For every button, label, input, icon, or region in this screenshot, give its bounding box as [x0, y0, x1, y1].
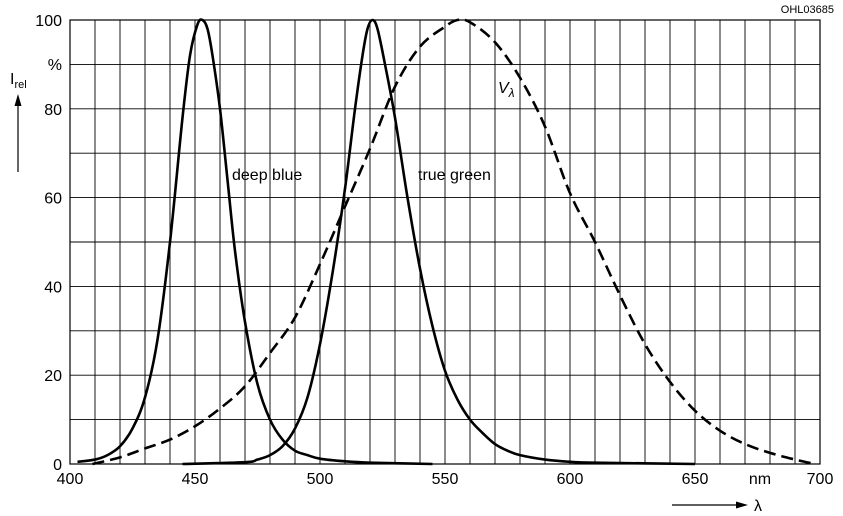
series-layer — [77, 18, 816, 466]
x-tick-label: 650 — [682, 471, 709, 488]
x-axis-arrow — [672, 501, 748, 509]
series-line-v-lambda — [92, 18, 816, 466]
x-axis-unit: nm — [749, 471, 771, 488]
y-tick-label: 60 — [44, 191, 62, 208]
y-axis-label: Irel — [10, 71, 27, 91]
grid — [69, 19, 821, 465]
document-code: OHL03685 — [781, 4, 834, 16]
series-line-deep-blue — [77, 18, 433, 466]
series-label-deep-blue: deep blue — [232, 167, 302, 184]
y-axis-unit: % — [48, 57, 62, 74]
x-tick-label: 450 — [182, 471, 209, 488]
y-tick-label: 80 — [44, 102, 62, 119]
x-axis-label: λ — [754, 498, 762, 515]
x-tick-label: 600 — [557, 471, 584, 488]
series-label-v-lambda: Vλ — [498, 80, 515, 100]
y-tick-label: 100 — [35, 13, 62, 30]
plot-frame — [69, 19, 821, 465]
series-label-true-green: true green — [418, 167, 491, 184]
x-tick-label: 500 — [307, 471, 334, 488]
y-tick-label: 0 — [53, 457, 62, 474]
tick-labels: 400 450 500 550 600 650 700 0 20 40 60 80 100 — [35, 13, 833, 488]
axes — [69, 19, 821, 465]
y-tick-label: 20 — [44, 368, 62, 385]
x-tick-label: 400 — [57, 471, 84, 488]
series-line-true-green — [182, 18, 696, 466]
y-tick-label: 40 — [44, 279, 62, 296]
x-tick-label: 550 — [432, 471, 459, 488]
y-axis-arrow — [14, 94, 22, 172]
x-tick-label: 700 — [807, 471, 834, 488]
